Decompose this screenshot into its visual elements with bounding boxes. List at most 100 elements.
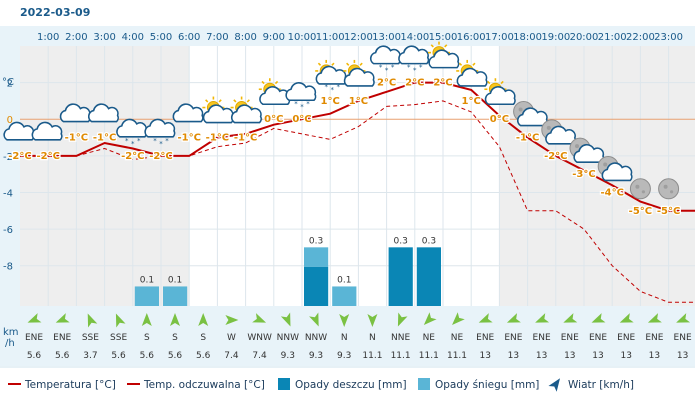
wind-direction: NE (451, 333, 464, 343)
rain-bar (416, 247, 441, 306)
precipitation-bars: 0.1 0.1 0.3 0.1 0.3 0.3 (134, 236, 441, 306)
snowflake-icon: * (153, 137, 157, 145)
weather-icon-moon-cloud (597, 155, 633, 182)
grid-lines (20, 46, 695, 306)
weather-icon-sun-cloud (428, 41, 460, 69)
hour-label: 23:00 (654, 32, 683, 43)
cloud-icon (144, 118, 176, 138)
legend-label: Temperatura [°C] (24, 379, 116, 391)
y-axis-ticks: 2 0 -2 -4 -6 -8 (3, 79, 13, 273)
wind-speed: 13 (564, 351, 575, 361)
hour-label: 19:00 (541, 32, 570, 43)
wind-direction: ENE (617, 333, 635, 343)
sun-ray (233, 99, 237, 103)
cloud-icon (456, 67, 488, 87)
wind-arrow-icon (397, 312, 408, 327)
cloud-icon (545, 125, 577, 145)
weather-icon-moon (658, 178, 680, 200)
cloud-icon (172, 103, 204, 123)
wind-arrow-icon (423, 312, 437, 325)
wind-speed: 5.6 (55, 351, 70, 361)
wind-arrow-icon (170, 313, 180, 326)
hour-axis-panel (20, 26, 695, 46)
wind-direction: WNW (247, 333, 272, 343)
wind-panel (20, 306, 695, 366)
cloud-icon (285, 82, 317, 102)
snowflake-icon: * (336, 83, 340, 91)
y-tick-label: 0 (7, 115, 13, 126)
wind-speed: 13 (649, 351, 660, 361)
rain-bar (388, 247, 413, 306)
snowflake-icon: * (324, 83, 328, 91)
sun-ray (487, 80, 491, 85)
icon-temp-label: -4°C (600, 187, 623, 198)
icon-temp-label: 1°C (321, 96, 340, 107)
wind-speed: 5.6 (168, 351, 183, 361)
hour-label: 2:00 (65, 32, 87, 43)
wind-arrow-icon (280, 312, 291, 327)
weather-icon-cloud-snow: * * * (144, 118, 176, 148)
wind-direction: S (172, 333, 178, 343)
wind-direction: SSE (110, 333, 127, 343)
icon-temp-label: -2°C (544, 151, 567, 162)
temperature-line (20, 81, 695, 212)
wind-arrow-icon (535, 313, 550, 323)
hour-label: 21:00 (598, 32, 627, 43)
feels-like-line (20, 100, 695, 303)
precip-label: 0.1 (140, 275, 154, 285)
icon-temp-label: 1°C (462, 96, 481, 107)
snowflake-icon: * (125, 137, 129, 145)
precip-label: 0.3 (394, 236, 408, 246)
weather-icon-moon-cloud (513, 101, 548, 127)
weather-icon-moon-cloud (569, 137, 605, 163)
snowflake-icon: * (391, 64, 395, 72)
wind-speed: 5.6 (27, 351, 42, 361)
sun-ray (359, 62, 363, 66)
left-axis-panel (0, 26, 20, 366)
wind-direction: NNW (305, 333, 327, 343)
sun-ray (500, 80, 504, 85)
moon-icon (658, 178, 680, 200)
snowflake-icon: * (294, 100, 298, 108)
wind-direction: ENE (25, 333, 43, 343)
hour-label: 12:00 (344, 32, 373, 43)
legend-rain-swatch (278, 378, 290, 390)
sun-ray (261, 80, 265, 85)
sun-ray (346, 62, 350, 66)
wind-direction: ENE (674, 333, 692, 343)
y-tick-label: 2 (7, 79, 13, 90)
hour-label: 22:00 (626, 32, 655, 43)
weather-icon-cloud-snow: * * * (398, 45, 430, 75)
cloud-icon (428, 49, 460, 69)
cloud-icon (230, 104, 262, 124)
icon-temp-label: 0°C (264, 114, 283, 125)
hour-label: 6:00 (178, 32, 200, 43)
wind-speed: 11.1 (391, 351, 411, 361)
snowflake-icon: * (131, 140, 135, 148)
snowflake-icon: * (407, 64, 411, 72)
icon-temp-label: -1°C (65, 133, 88, 144)
precip-label: 0.3 (422, 236, 436, 246)
wind-direction: ENE (476, 333, 494, 343)
weather-icon-cloud-snow: * * * (369, 45, 401, 75)
moon-crater (546, 125, 551, 130)
weather-icon-moon (629, 178, 651, 200)
wind-direction: NE (423, 333, 436, 343)
icon-temp-label: 2°C (433, 78, 452, 89)
y-tick-label: -6 (3, 225, 13, 236)
sun-ray (246, 99, 250, 103)
snow-bar (163, 286, 188, 306)
wind-speed: 11.1 (362, 351, 382, 361)
wind-axis-unit-h: /h (5, 338, 15, 349)
moon-icon (629, 178, 651, 200)
wind-direction: S (200, 333, 206, 343)
wind-direction: NNW (277, 333, 299, 343)
moon-crater (663, 184, 668, 189)
wind-arrow-icon (27, 313, 42, 323)
snow-bar (332, 286, 357, 306)
weather-icon-cloud (172, 103, 204, 123)
wind-speed: 5.6 (140, 351, 155, 361)
icon-temp-label: -2°C (36, 151, 59, 162)
legend-label: Temp. odczuwalna [°C] (143, 379, 265, 391)
snowflake-icon: * (159, 140, 163, 148)
